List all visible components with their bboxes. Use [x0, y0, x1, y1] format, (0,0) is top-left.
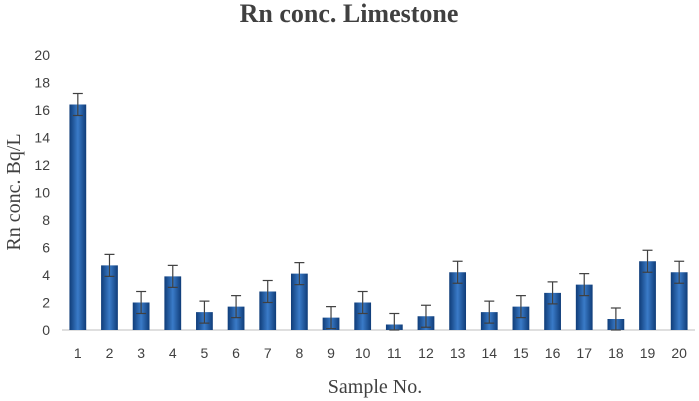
x-tick-label: 17 — [576, 345, 592, 361]
x-tick-label: 14 — [481, 345, 497, 361]
error-bar-2 — [104, 253, 115, 277]
error-bar-20 — [674, 260, 685, 284]
y-tick-label: 10 — [34, 185, 50, 201]
error-bar-9 — [326, 306, 337, 330]
x-tick-label: 9 — [327, 345, 335, 361]
error-bar-8 — [294, 262, 305, 286]
x-tick-label: 16 — [545, 345, 561, 361]
bar-series — [69, 104, 688, 330]
error-bar-7 — [262, 279, 273, 304]
y-tick-label: 16 — [34, 102, 50, 118]
bar-4 — [164, 276, 182, 330]
x-tick-labels: 1 2 3 4 5 6 7 8 9 10 11 12 13 14 15 16 17 18 19 20 — [74, 345, 687, 361]
y-tick-label: 0 — [42, 322, 50, 338]
error-bar-15 — [515, 295, 526, 319]
bar-13 — [449, 272, 467, 330]
error-bar-12 — [420, 304, 431, 328]
y-tick-label: 12 — [34, 157, 50, 173]
bar-15 — [512, 306, 530, 330]
x-tick-label: 8 — [295, 345, 303, 361]
y-tick-label: 14 — [34, 130, 50, 146]
chart-title: Rn conc. Limestone — [240, 0, 459, 28]
bar-1 — [69, 104, 87, 330]
error-bar-11 — [389, 312, 400, 331]
y-tick-label: 18 — [34, 75, 50, 91]
error-bar-3 — [136, 290, 147, 315]
x-tick-label: 1 — [74, 345, 82, 361]
x-tick-label: 2 — [106, 345, 114, 361]
bar-10 — [354, 302, 372, 330]
bar-20 — [670, 272, 688, 330]
y-tick-labels: 0 2 4 6 8 10 12 14 16 18 20 — [34, 47, 50, 338]
bar-6 — [227, 306, 245, 330]
x-tick-label: 20 — [671, 345, 687, 361]
error-bar-1 — [72, 92, 83, 117]
x-tick-label: 6 — [232, 345, 240, 361]
error-bar-10 — [357, 290, 368, 315]
x-tick-label: 13 — [450, 345, 466, 361]
x-tick-label: 12 — [418, 345, 434, 361]
error-bar-19 — [642, 249, 653, 273]
y-tick-label: 2 — [42, 295, 50, 311]
error-bar-4 — [167, 264, 178, 288]
bar-2 — [101, 265, 118, 330]
error-bar-14 — [484, 300, 495, 324]
x-tick-label: 18 — [608, 345, 624, 361]
bar-3 — [132, 302, 150, 330]
y-tick-label: 20 — [34, 47, 50, 63]
x-tick-label: 3 — [137, 345, 145, 361]
error-bar-16 — [547, 281, 558, 305]
y-tick-label: 6 — [42, 240, 50, 256]
y-tick-label: 8 — [42, 212, 50, 228]
error-bar-18 — [610, 307, 621, 331]
x-axis-label: Sample No. — [328, 376, 422, 398]
bar-16 — [544, 292, 561, 330]
bar-7 — [259, 291, 277, 330]
x-tick-label: 10 — [355, 345, 371, 361]
y-axis-label: Rn conc. Bq/L — [3, 133, 25, 250]
bar-19 — [639, 261, 656, 330]
x-tick-label: 7 — [264, 345, 272, 361]
error-bars — [72, 92, 685, 331]
error-bar-6 — [231, 295, 242, 319]
y-tick-label: 4 — [42, 267, 50, 283]
x-tick-label: 15 — [513, 345, 529, 361]
x-tick-label: 11 — [387, 345, 402, 361]
error-bar-13 — [452, 260, 463, 284]
bar-8 — [290, 273, 308, 330]
x-tick-label: 4 — [169, 345, 177, 361]
error-bar-17 — [579, 273, 590, 297]
x-tick-label: 19 — [640, 345, 656, 361]
x-tick-label: 5 — [201, 345, 209, 361]
error-bar-5 — [199, 300, 210, 324]
